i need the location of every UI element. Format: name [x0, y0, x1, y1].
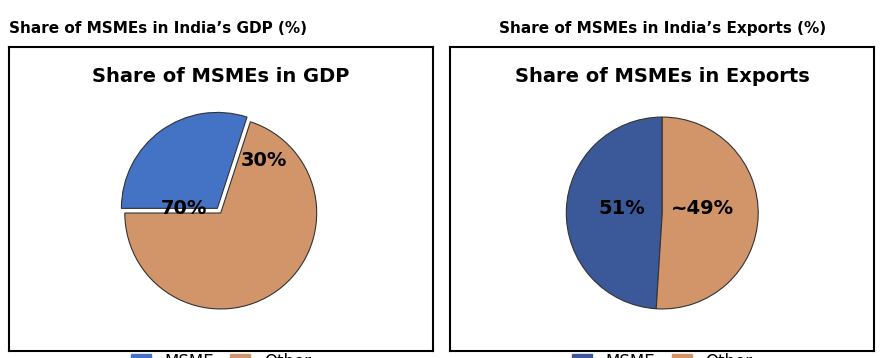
Wedge shape: [122, 112, 247, 208]
Text: ~49%: ~49%: [671, 199, 734, 218]
Text: Share of MSMEs in India’s Exports (%): Share of MSMEs in India’s Exports (%): [499, 21, 826, 36]
Title: Share of MSMEs in GDP: Share of MSMEs in GDP: [92, 67, 350, 86]
Text: 51%: 51%: [599, 199, 645, 218]
Legend: MSME, Other: MSME, Other: [565, 346, 759, 358]
Wedge shape: [125, 122, 317, 309]
Title: Share of MSMEs in Exports: Share of MSMEs in Exports: [515, 67, 810, 86]
Text: Share of MSMEs in India’s GDP (%): Share of MSMEs in India’s GDP (%): [9, 21, 306, 36]
Wedge shape: [656, 117, 758, 309]
Wedge shape: [566, 117, 662, 309]
Text: 30%: 30%: [241, 151, 287, 170]
Text: 70%: 70%: [161, 199, 208, 218]
Legend: MSME, Other: MSME, Other: [124, 346, 318, 358]
